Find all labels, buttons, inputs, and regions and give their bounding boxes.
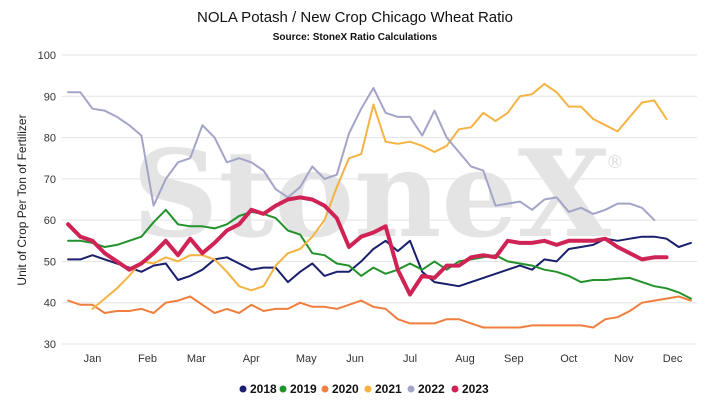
x-tick-label-apr: Apr: [243, 353, 260, 365]
y-tick-label: 70: [44, 174, 56, 186]
x-tick-label-mar: Mar: [187, 353, 206, 365]
x-axis-ticks: Jan Feb Mar Apr May Jun Jul Aug Sep Oct Nov Dec: [84, 353, 683, 365]
legend-swatch-2021: [364, 385, 372, 393]
legend-swatch-2022: [407, 385, 415, 393]
x-tick-label-oct: Oct: [560, 353, 577, 365]
watermark-logo: StoneX: [132, 124, 611, 265]
x-tick-label-sep: Sep: [504, 353, 524, 365]
legend-swatch-2019: [279, 385, 287, 393]
legend[interactable]: 2018 2019 2020 2021 2022 2023: [239, 382, 490, 396]
y-tick-label: 100: [38, 50, 56, 62]
series-line-2023: [66, 195, 669, 297]
x-tick-label-may: May: [296, 353, 317, 365]
legend-item-2018[interactable]: 2018: [239, 382, 278, 396]
y-axis-ticks: 30 40 50 60 70 80 90 100: [38, 50, 56, 351]
legend-label-2022: 2022: [418, 382, 445, 396]
x-tick-label-aug: Aug: [455, 353, 475, 365]
series-line-2018: [67, 235, 692, 288]
legend-item-2023[interactable]: 2023: [451, 382, 490, 396]
legend-swatch-2018: [239, 385, 247, 393]
legend-swatch-2023: [451, 385, 459, 393]
x-tick-label-feb: Feb: [138, 353, 157, 365]
series-line-2022: [67, 87, 656, 222]
x-tick-label-dec: Dec: [663, 353, 683, 365]
series-line-2019: [67, 208, 692, 300]
x-tick-label-nov: Nov: [614, 353, 634, 365]
legend-label-2020: 2020: [332, 382, 359, 396]
watermark-registered-mark: ®: [606, 152, 624, 173]
legend-item-2021[interactable]: 2021: [364, 382, 403, 396]
y-axis-label: Unit of Crop Per Ton of Fertilizer: [15, 114, 29, 285]
x-tick-label-jul: Jul: [403, 353, 417, 365]
series-line-2021: [91, 82, 668, 310]
series-line-2020: [67, 295, 692, 329]
x-tick-label-jun: Jun: [346, 353, 364, 365]
chart-title: NOLA Potash / New Crop Chicago Wheat Rat…: [197, 9, 513, 26]
chart-subtitle: Source: StoneX Ratio Calculations: [273, 32, 438, 43]
legend-label-2019: 2019: [290, 382, 317, 396]
legend-label-2018: 2018: [250, 382, 277, 396]
y-tick-label: 60: [44, 215, 56, 227]
series-lines: [66, 82, 692, 329]
legend-item-2019[interactable]: 2019: [279, 382, 318, 396]
y-tick-label: 80: [44, 133, 56, 145]
legend-swatch-2020: [321, 385, 329, 393]
legend-label-2023: 2023: [462, 382, 489, 396]
y-tick-label: 50: [44, 256, 56, 268]
legend-item-2022[interactable]: 2022: [407, 382, 446, 396]
y-tick-label: 30: [44, 339, 56, 351]
y-tick-label: 40: [44, 298, 56, 310]
legend-label-2021: 2021: [375, 382, 402, 396]
y-tick-label: 90: [44, 91, 56, 103]
x-tick-label-jan: Jan: [84, 353, 102, 365]
legend-item-2020[interactable]: 2020: [321, 382, 360, 396]
